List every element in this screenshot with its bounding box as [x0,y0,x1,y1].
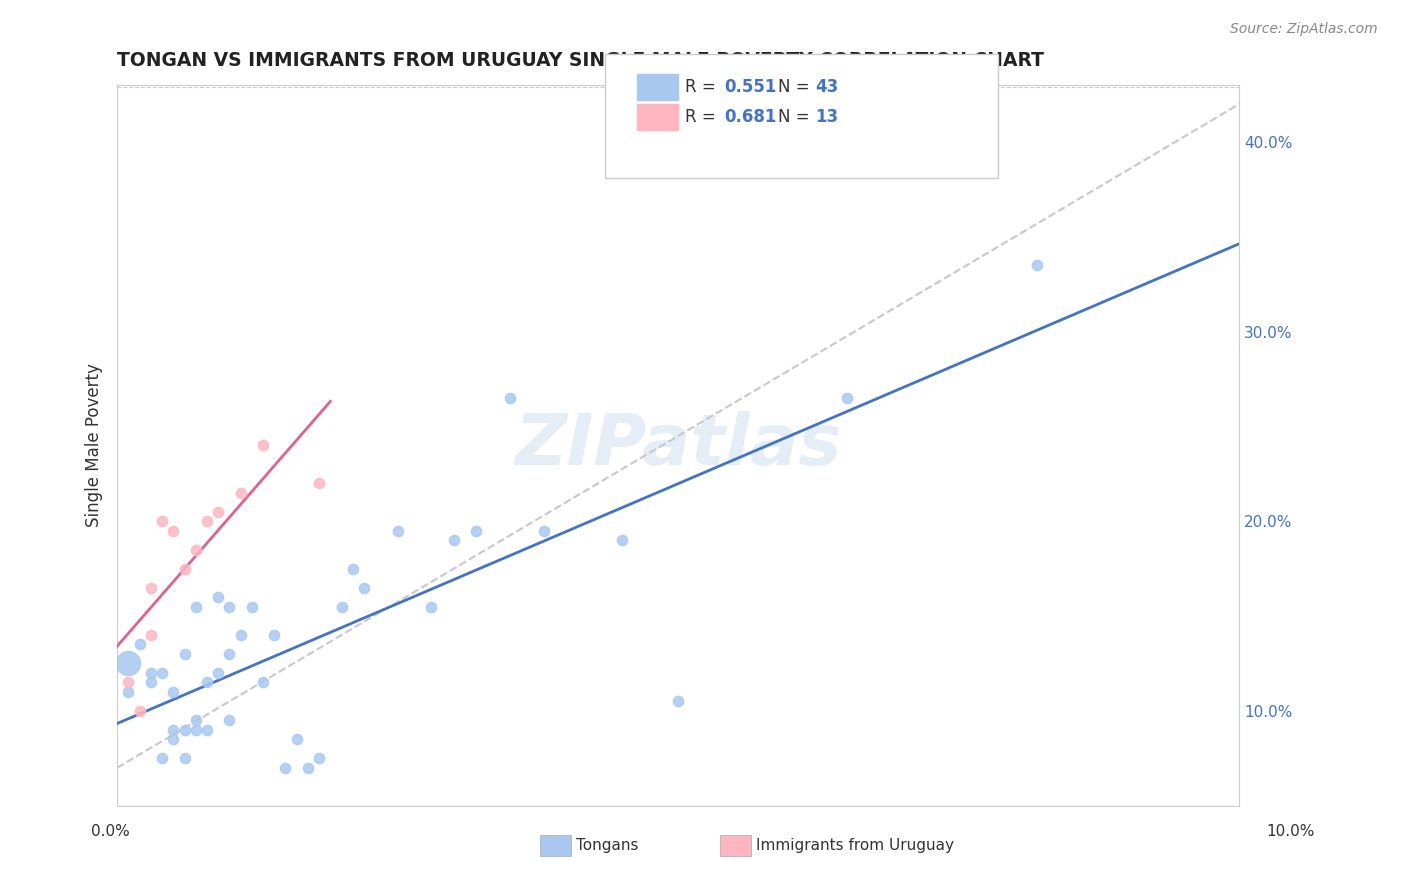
Point [1026,258,1049,272]
Point [162,524,184,538]
Point [308,751,330,765]
Point [207,590,229,604]
Y-axis label: Single Male Poverty: Single Male Poverty [86,363,103,527]
Point [229,628,252,642]
Point [173,647,195,661]
Point [420,599,443,614]
Point [252,675,274,690]
Point [173,751,195,765]
Text: R =: R = [685,78,721,95]
Text: 0.681: 0.681 [724,108,776,126]
Point [195,723,218,737]
Text: Source: ZipAtlas.com: Source: ZipAtlas.com [1230,22,1378,37]
Point [443,533,465,548]
Point [195,514,218,528]
Point [308,476,330,491]
Text: TONGAN VS IMMIGRANTS FROM URUGUAY SINGLE MALE POVERTY CORRELATION CHART: TONGAN VS IMMIGRANTS FROM URUGUAY SINGLE… [117,51,1045,70]
Point [218,647,240,661]
Point [240,599,263,614]
Point [139,665,162,680]
Point [252,438,274,452]
Point [173,561,195,575]
Point [162,685,184,699]
Text: ZIPatlas: ZIPatlas [515,411,842,480]
Point [342,561,364,575]
Point [128,704,150,718]
Point [218,599,240,614]
Point [117,685,139,699]
Text: 0.0%: 0.0% [91,824,131,838]
Point [117,657,139,671]
Point [195,675,218,690]
Point [835,391,858,405]
Point [139,675,162,690]
Point [610,533,633,548]
Point [139,581,162,595]
Point [465,524,488,538]
Point [184,542,207,557]
Point [139,628,162,642]
Text: N =: N = [778,108,814,126]
Point [499,391,522,405]
Point [184,714,207,728]
Point [353,581,375,595]
Text: Tongans: Tongans [576,838,638,853]
Point [117,675,139,690]
Text: 13: 13 [815,108,838,126]
Point [285,732,308,747]
Text: 0.551: 0.551 [724,78,776,95]
Point [162,723,184,737]
Point [150,751,173,765]
Text: 10.0%: 10.0% [1267,824,1315,838]
Text: Immigrants from Uruguay: Immigrants from Uruguay [756,838,955,853]
Point [150,514,173,528]
Point [184,599,207,614]
Point [150,665,173,680]
Point [263,628,285,642]
Point [533,524,555,538]
Point [666,694,689,708]
Point [297,761,319,775]
Point [274,761,297,775]
Text: R =: R = [685,108,721,126]
Point [162,732,184,747]
Text: N =: N = [778,78,814,95]
Point [173,723,195,737]
Point [184,723,207,737]
Point [207,505,229,519]
Point [229,485,252,500]
Point [387,524,409,538]
Point [128,638,150,652]
Point [330,599,353,614]
Point [218,714,240,728]
Point [207,665,229,680]
Text: 43: 43 [815,78,839,95]
